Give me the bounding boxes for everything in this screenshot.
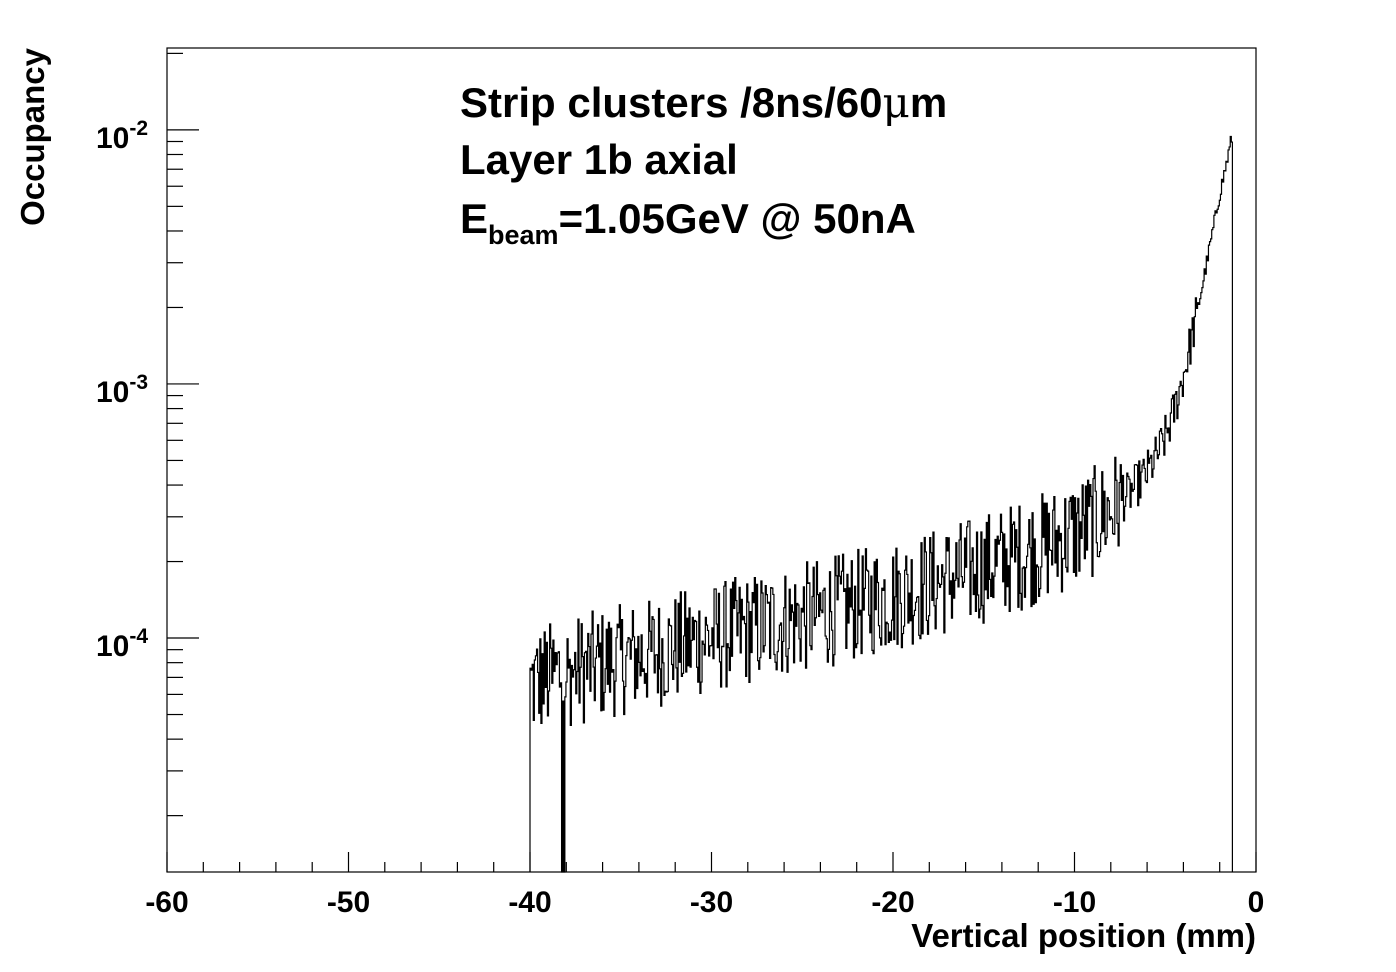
x-tick-label: -60 xyxy=(145,886,188,919)
axis-ticks xyxy=(166,52,1257,872)
x-tick-label: -20 xyxy=(871,886,914,919)
x-axis-title: Vertical position (mm) xyxy=(911,917,1256,954)
y-tick-label: 10-4 xyxy=(96,625,148,663)
x-tick-label: -40 xyxy=(508,886,551,919)
y-tick-label: 10-2 xyxy=(96,117,148,155)
x-tick-label: -30 xyxy=(690,886,733,919)
annotation-title: Strip clusters /8ns/60μm xyxy=(460,78,947,127)
x-tick-label: -50 xyxy=(327,886,370,919)
annotation-layer: Layer 1b axial xyxy=(460,136,738,183)
y-tick-label: 10-3 xyxy=(96,371,148,409)
histogram-series xyxy=(529,135,1233,873)
x-tick-label: -10 xyxy=(1053,886,1096,919)
annotation-beam: Ebeam=1.05GeV @ 50nA xyxy=(460,195,916,250)
y-axis-title: Occupancy xyxy=(14,47,51,226)
tick-labels: -60 -50 -40 -30 -20 -10 0 10-4 10-3 10-2 xyxy=(96,117,1264,919)
x-tick-label: 0 xyxy=(1248,886,1265,919)
